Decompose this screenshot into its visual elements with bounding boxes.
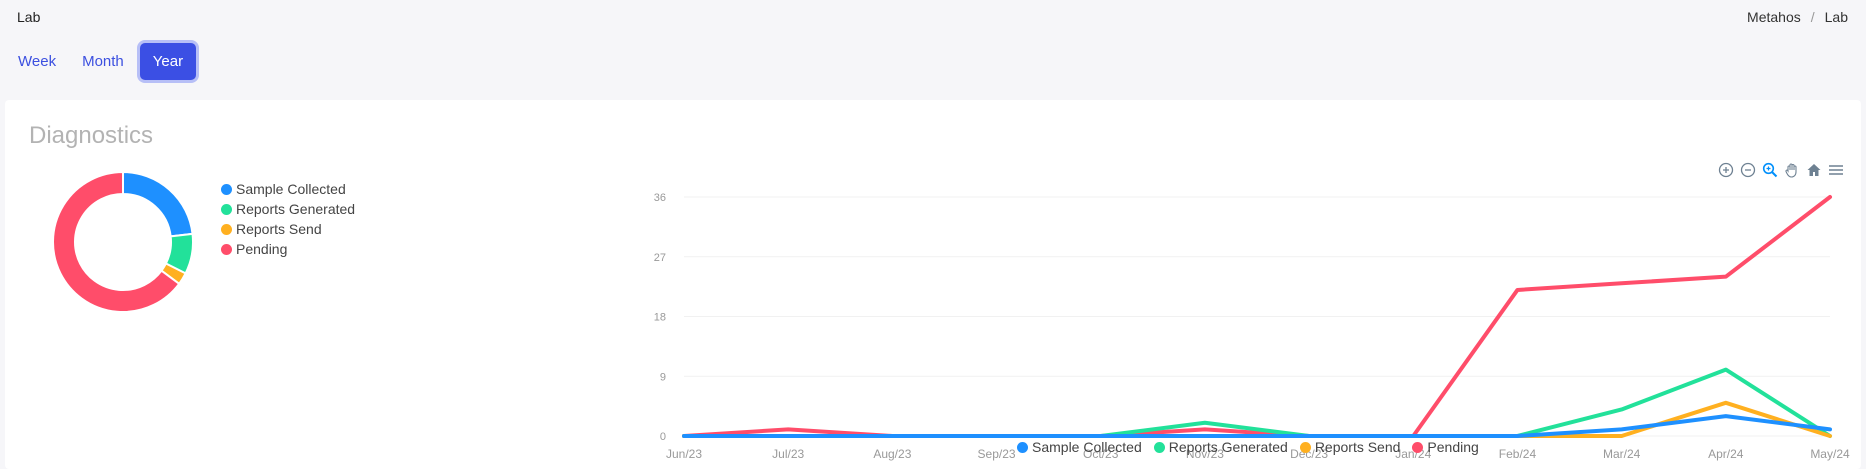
menu-icon[interactable] bbox=[1827, 162, 1844, 179]
donut-slice[interactable] bbox=[52, 170, 181, 313]
breadcrumb: Metahos / Lab bbox=[1747, 9, 1848, 25]
legend-dot-icon bbox=[221, 203, 232, 215]
line-legend-item[interactable]: Reports Send bbox=[1299, 437, 1401, 457]
tab-month[interactable]: Month bbox=[72, 43, 134, 80]
y-tick-label: 18 bbox=[654, 312, 666, 324]
donut-legend-item[interactable]: Pending bbox=[221, 239, 355, 259]
x-tick-label: Dec/23 bbox=[1290, 447, 1328, 461]
y-tick-label: 0 bbox=[660, 431, 666, 443]
donut-svg bbox=[52, 170, 194, 313]
zoom-out-icon[interactable] bbox=[1739, 162, 1756, 179]
page-title: Lab bbox=[17, 9, 41, 25]
legend-label: Sample Collected bbox=[236, 181, 346, 197]
x-tick-label: Nov/23 bbox=[1186, 447, 1224, 461]
legend-label: Pending bbox=[236, 241, 288, 257]
donut-legend-item[interactable]: Reports Send bbox=[221, 219, 355, 239]
legend-dot-icon bbox=[1017, 441, 1028, 453]
line-legend-item[interactable]: Reports Generated bbox=[1153, 437, 1288, 457]
legend-label: Sample Collected bbox=[1032, 439, 1142, 455]
x-tick-label: Feb/24 bbox=[1499, 447, 1537, 461]
breadcrumb-item-current: Lab bbox=[1824, 9, 1848, 25]
legend-dot-icon bbox=[1299, 441, 1311, 453]
x-tick-label: Mar/24 bbox=[1603, 447, 1641, 461]
legend-label: Reports Send bbox=[236, 221, 322, 237]
legend-label: Reports Send bbox=[1314, 439, 1401, 455]
legend-dot-icon bbox=[221, 183, 232, 195]
x-tick-label: Aug/23 bbox=[873, 447, 911, 461]
tab-year[interactable]: Year bbox=[139, 43, 197, 80]
line-legend-item[interactable]: Pending bbox=[1412, 437, 1479, 457]
x-tick-label: Jan/24 bbox=[1395, 447, 1431, 461]
pan-icon[interactable] bbox=[1783, 162, 1800, 179]
tab-week[interactable]: Week bbox=[8, 43, 66, 80]
breadcrumb-separator: / bbox=[1810, 9, 1815, 25]
x-tick-label: Sep/23 bbox=[978, 447, 1016, 461]
legend-label: Reports Generated bbox=[236, 201, 356, 217]
x-tick-label: Jul/23 bbox=[772, 447, 804, 461]
line-chart-svg: 0 9 18 27 36 Jun/23 Jul/23 Aug/23 Sep/23 Oct/23 No… bbox=[654, 192, 1850, 461]
zoom-in-icon[interactable] bbox=[1717, 162, 1734, 179]
x-tick-label: Apr/24 bbox=[1708, 447, 1744, 461]
line-legend-item[interactable]: Sample Collected bbox=[1017, 437, 1142, 457]
legend-dot-icon bbox=[221, 243, 232, 255]
line-chart: 0 9 18 27 36 Jun/23 Jul/23 Aug/23 Sep/23 Oct/23 No… bbox=[645, 155, 1855, 469]
x-tick-label: Jun/23 bbox=[666, 447, 702, 461]
donut-slice[interactable] bbox=[122, 170, 194, 238]
line-chart-legend: Sample Collected Reports Generated Repor… bbox=[1017, 437, 1479, 457]
legend-dot-icon bbox=[1153, 441, 1165, 453]
top-bar: Lab Metahos / Lab Week Month Year bbox=[0, 0, 1866, 100]
legend-dot-icon bbox=[221, 223, 232, 235]
range-tabs: Week Month Year bbox=[8, 43, 197, 80]
donut-legend-item[interactable]: Sample Collected bbox=[221, 179, 355, 199]
card-title: Diagnostics bbox=[29, 122, 154, 149]
y-tick-label: 27 bbox=[654, 252, 666, 264]
diagnostics-card: Diagnostics Sample Collected Reports Gen… bbox=[5, 100, 1861, 469]
donut-chart bbox=[48, 167, 198, 322]
y-tick-label: 36 bbox=[654, 192, 666, 204]
legend-label: Pending bbox=[1427, 439, 1479, 455]
donut-legend: Sample Collected Reports Generated Repor… bbox=[221, 179, 355, 259]
y-tick-label: 9 bbox=[660, 371, 666, 383]
legend-dot-icon bbox=[1412, 441, 1424, 453]
x-tick-label: May/24 bbox=[1810, 447, 1850, 461]
x-tick-label: Oct/23 bbox=[1083, 447, 1119, 461]
chart-toolbar bbox=[1717, 162, 1844, 179]
home-icon[interactable] bbox=[1805, 162, 1822, 179]
zoom-select-icon[interactable] bbox=[1761, 162, 1778, 179]
legend-label: Reports Generated bbox=[1168, 439, 1288, 455]
breadcrumb-item-home[interactable]: Metahos bbox=[1747, 9, 1801, 25]
donut-legend-item[interactable]: Reports Generated bbox=[221, 199, 355, 219]
series-line-sample-collected[interactable] bbox=[682, 414, 1832, 438]
